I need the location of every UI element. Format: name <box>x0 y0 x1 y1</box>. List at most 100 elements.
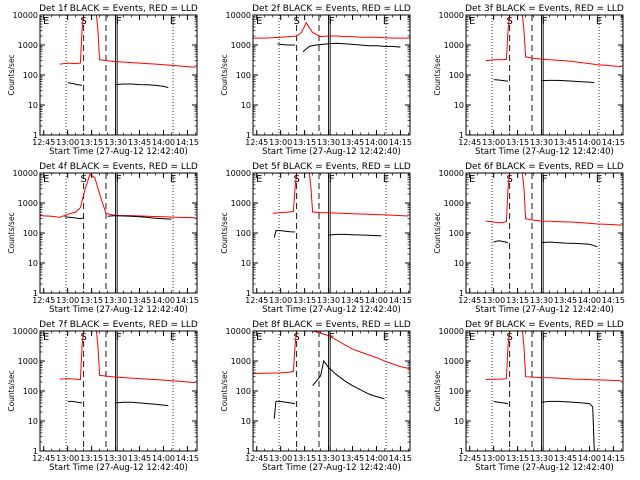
x-axis-label: Start Time (27-Aug-12 12:42:40) <box>475 305 614 315</box>
x-tick-label: 13:45 <box>128 138 151 147</box>
marker-label-s: S <box>506 16 512 27</box>
events-series-line <box>302 42 401 53</box>
y-tick-label: 1 <box>246 131 251 140</box>
x-tick-label: 13:15 <box>293 454 316 463</box>
x-tick-label: 13:30 <box>317 296 340 305</box>
detector-panel: Det 9f BLACK = Events, RED = LLD S F E E 1 10 1… <box>433 320 625 473</box>
y-tick-label: 1 <box>459 131 464 140</box>
panel-title: Det 4f BLACK = Events, RED = LLD <box>39 162 198 172</box>
marker-label-e-start: E <box>43 332 49 343</box>
x-tick-label: 14:15 <box>176 138 199 147</box>
events-series-line <box>64 216 84 220</box>
series-group <box>272 173 409 238</box>
panel-title: Det 1f BLACK = Events, RED = LLD <box>39 4 198 14</box>
series-group <box>253 331 410 419</box>
events-series-line <box>115 83 169 89</box>
x-tick-label: 13:30 <box>104 138 127 147</box>
x-tick-label: 13:45 <box>554 138 577 147</box>
x-tick-label: 13:15 <box>80 296 103 305</box>
x-tick-label: 12:45 <box>245 296 268 305</box>
x-tick-label: 14:15 <box>602 138 625 147</box>
marker-label-e-start: E <box>43 174 49 185</box>
marker-label-f: F <box>329 174 335 185</box>
y-tick-label: 100 <box>236 71 251 80</box>
x-axis-label: Start Time (27-Aug-12 12:42:40) <box>49 305 188 315</box>
x-tick-label: 13:00 <box>56 138 79 147</box>
series-group <box>485 173 622 248</box>
y-tick-label: 1000 <box>231 199 251 208</box>
panel-title: Det 7f BLACK = Events, RED = LLD <box>39 320 198 330</box>
detector-panel: Det 7f BLACK = Events, RED = LLD S F E E 1 10 1… <box>7 320 199 473</box>
marker-label-e: E <box>383 332 389 343</box>
lld-series-line <box>485 15 622 68</box>
marker-label-f: F <box>542 332 548 343</box>
x-tick-label: 14:00 <box>152 296 175 305</box>
marker-label-e: E <box>383 16 389 27</box>
y-tick-label: 1000 <box>444 357 464 366</box>
x-tick-label: 13:00 <box>482 138 505 147</box>
marker-label-s: S <box>80 174 86 185</box>
events-series-line <box>277 43 295 46</box>
x-axis-label: Start Time (27-Aug-12 12:42:40) <box>475 147 614 157</box>
x-tick-label: 13:45 <box>341 138 364 147</box>
detector-panel: Det 6f BLACK = Events, RED = LLD S F E E 1 10 1… <box>433 162 625 315</box>
marker-label-s: S <box>80 16 86 27</box>
y-tick-label: 100 <box>23 387 38 396</box>
y-tick-label: 1000 <box>18 357 38 366</box>
marker-label-e: E <box>170 174 176 185</box>
x-tick-label: 13:00 <box>56 454 79 463</box>
series-group <box>485 15 622 84</box>
x-tick-label: 13:30 <box>530 296 553 305</box>
marker-label-s: S <box>506 332 512 343</box>
events-series-line <box>541 400 595 451</box>
y-tick-label: 1000 <box>231 357 251 366</box>
y-tick-label: 10 <box>241 417 251 426</box>
marker-label-s: S <box>293 332 299 343</box>
marker-label-s: S <box>80 332 86 343</box>
x-tick-label: 13:00 <box>56 296 79 305</box>
events-series-line <box>107 215 172 220</box>
x-tick-label: 14:15 <box>389 138 412 147</box>
marker-label-e-start: E <box>256 174 262 185</box>
y-tick-label: 1 <box>33 447 38 456</box>
marker-label-s: S <box>293 16 299 27</box>
x-axis-label: Start Time (27-Aug-12 12:42:40) <box>49 463 188 473</box>
y-tick-label: 1 <box>459 289 464 298</box>
marker-label-e-start: E <box>469 174 475 185</box>
panel-title: Det 6f BLACK = Events, RED = LLD <box>465 162 624 172</box>
y-tick-label: 1 <box>246 447 251 456</box>
panel-title: Det 3f BLACK = Events, RED = LLD <box>465 4 624 14</box>
events-series-line <box>273 230 296 238</box>
y-tick-label: 10000 <box>439 327 464 336</box>
x-tick-label: 13:45 <box>128 454 151 463</box>
x-tick-label: 13:15 <box>293 296 316 305</box>
marker-label-e: E <box>596 174 602 185</box>
x-tick-label: 14:00 <box>365 138 388 147</box>
series-group <box>40 173 196 220</box>
y-tick-label: 1 <box>459 447 464 456</box>
y-tick-label: 10000 <box>13 11 38 20</box>
events-series-line <box>328 233 382 237</box>
x-tick-label: 14:15 <box>176 454 199 463</box>
y-axis-label: Counts/sec <box>433 212 442 253</box>
y-tick-label: 10 <box>28 417 38 426</box>
lld-series-line <box>59 331 196 384</box>
x-tick-label: 13:15 <box>80 138 103 147</box>
y-tick-label: 1000 <box>444 41 464 50</box>
y-tick-label: 10 <box>241 101 251 110</box>
y-tick-label: 10000 <box>226 169 251 178</box>
x-tick-label: 13:15 <box>506 454 529 463</box>
detector-panel: Det 3f BLACK = Events, RED = LLD S F E E 1 10 1… <box>433 4 625 157</box>
y-tick-label: 10000 <box>226 327 251 336</box>
marker-label-s: S <box>506 174 512 185</box>
detector-panel: Det 4f BLACK = Events, RED = LLD S F E E 1 10 1… <box>7 162 199 315</box>
y-tick-label: 1 <box>33 289 38 298</box>
lld-series-line <box>485 173 622 226</box>
x-tick-label: 13:45 <box>128 296 151 305</box>
x-axis-label: Start Time (27-Aug-12 12:42:40) <box>49 147 188 157</box>
y-tick-label: 100 <box>236 387 251 396</box>
marker-label-e: E <box>596 332 602 343</box>
x-tick-label: 13:30 <box>104 296 127 305</box>
